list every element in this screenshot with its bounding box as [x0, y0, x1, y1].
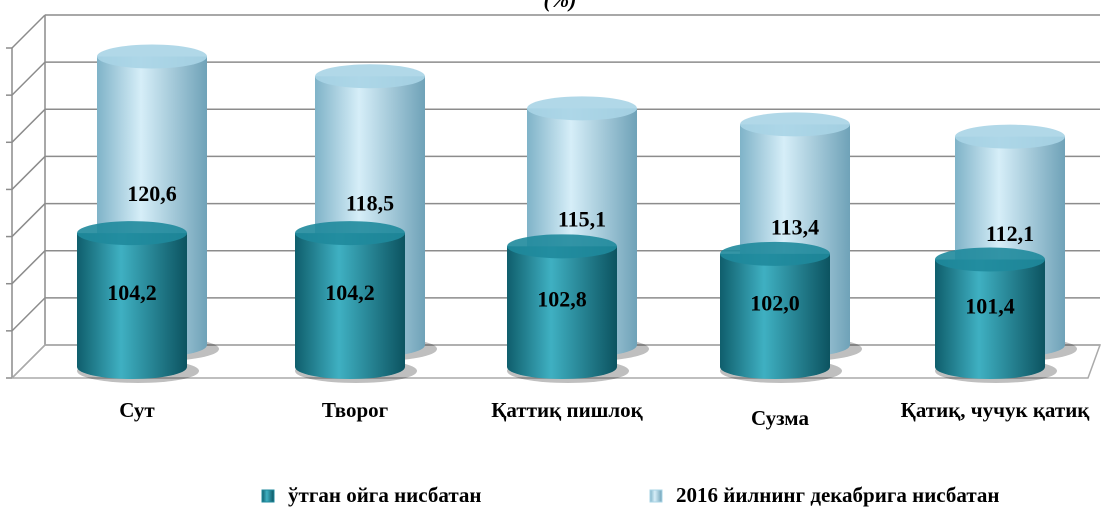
grid-line-side	[11, 203, 46, 238]
grid-line-side	[11, 61, 46, 96]
x-tick-label: Творог	[322, 398, 388, 422]
bar-top	[720, 241, 830, 266]
bar	[720, 253, 830, 367]
grid-line-side	[11, 297, 46, 332]
bar-top	[955, 124, 1065, 149]
bar-top	[527, 96, 637, 121]
bar-top	[97, 44, 207, 69]
bar-top	[77, 221, 187, 246]
value-label: 115,1	[558, 207, 606, 232]
grid-line-side	[11, 155, 46, 190]
value-label: 104,2	[325, 280, 375, 305]
x-tick-label: Қатиқ, чучук қатиқ	[901, 398, 1091, 422]
bar-top	[315, 64, 425, 89]
bar-bottom	[935, 355, 1045, 379]
legend-swatch	[261, 489, 275, 503]
bar	[295, 233, 405, 367]
value-label: 104,2	[107, 280, 157, 305]
bar	[507, 246, 617, 367]
bar-top	[935, 247, 1045, 272]
value-label: 101,4	[965, 293, 1015, 318]
bar-bottom	[295, 355, 405, 379]
x-tick-label: Сут	[119, 398, 155, 422]
bar-bottom	[507, 355, 617, 379]
bar-top	[295, 221, 405, 246]
x-tick-label: Қаттиқ пишлоқ	[491, 398, 643, 422]
grid-line-side	[11, 108, 46, 143]
x-tick-label: Сузма	[751, 406, 809, 430]
bar-bottom	[720, 355, 830, 379]
legend-label: ўтган ойга нисбатан	[288, 483, 482, 507]
value-label: 120,6	[127, 181, 177, 206]
legend-swatch	[649, 489, 663, 503]
value-label: 102,0	[750, 290, 800, 315]
value-label: 112,1	[986, 221, 1034, 246]
value-label: 113,4	[771, 215, 819, 240]
legend-label: 2016 йилнинг декабрига нисбатан	[676, 483, 1000, 507]
value-label: 118,5	[346, 191, 394, 216]
grid-line-side	[11, 14, 46, 49]
bar-top	[740, 112, 850, 137]
chart-title: (%)	[544, 0, 577, 12]
value-label: 102,8	[537, 287, 587, 312]
floor	[11, 344, 1102, 379]
bar	[77, 233, 187, 367]
grid-line-side	[11, 250, 46, 285]
bar	[935, 259, 1045, 367]
bar-top	[507, 234, 617, 259]
bar-bottom	[77, 355, 187, 379]
